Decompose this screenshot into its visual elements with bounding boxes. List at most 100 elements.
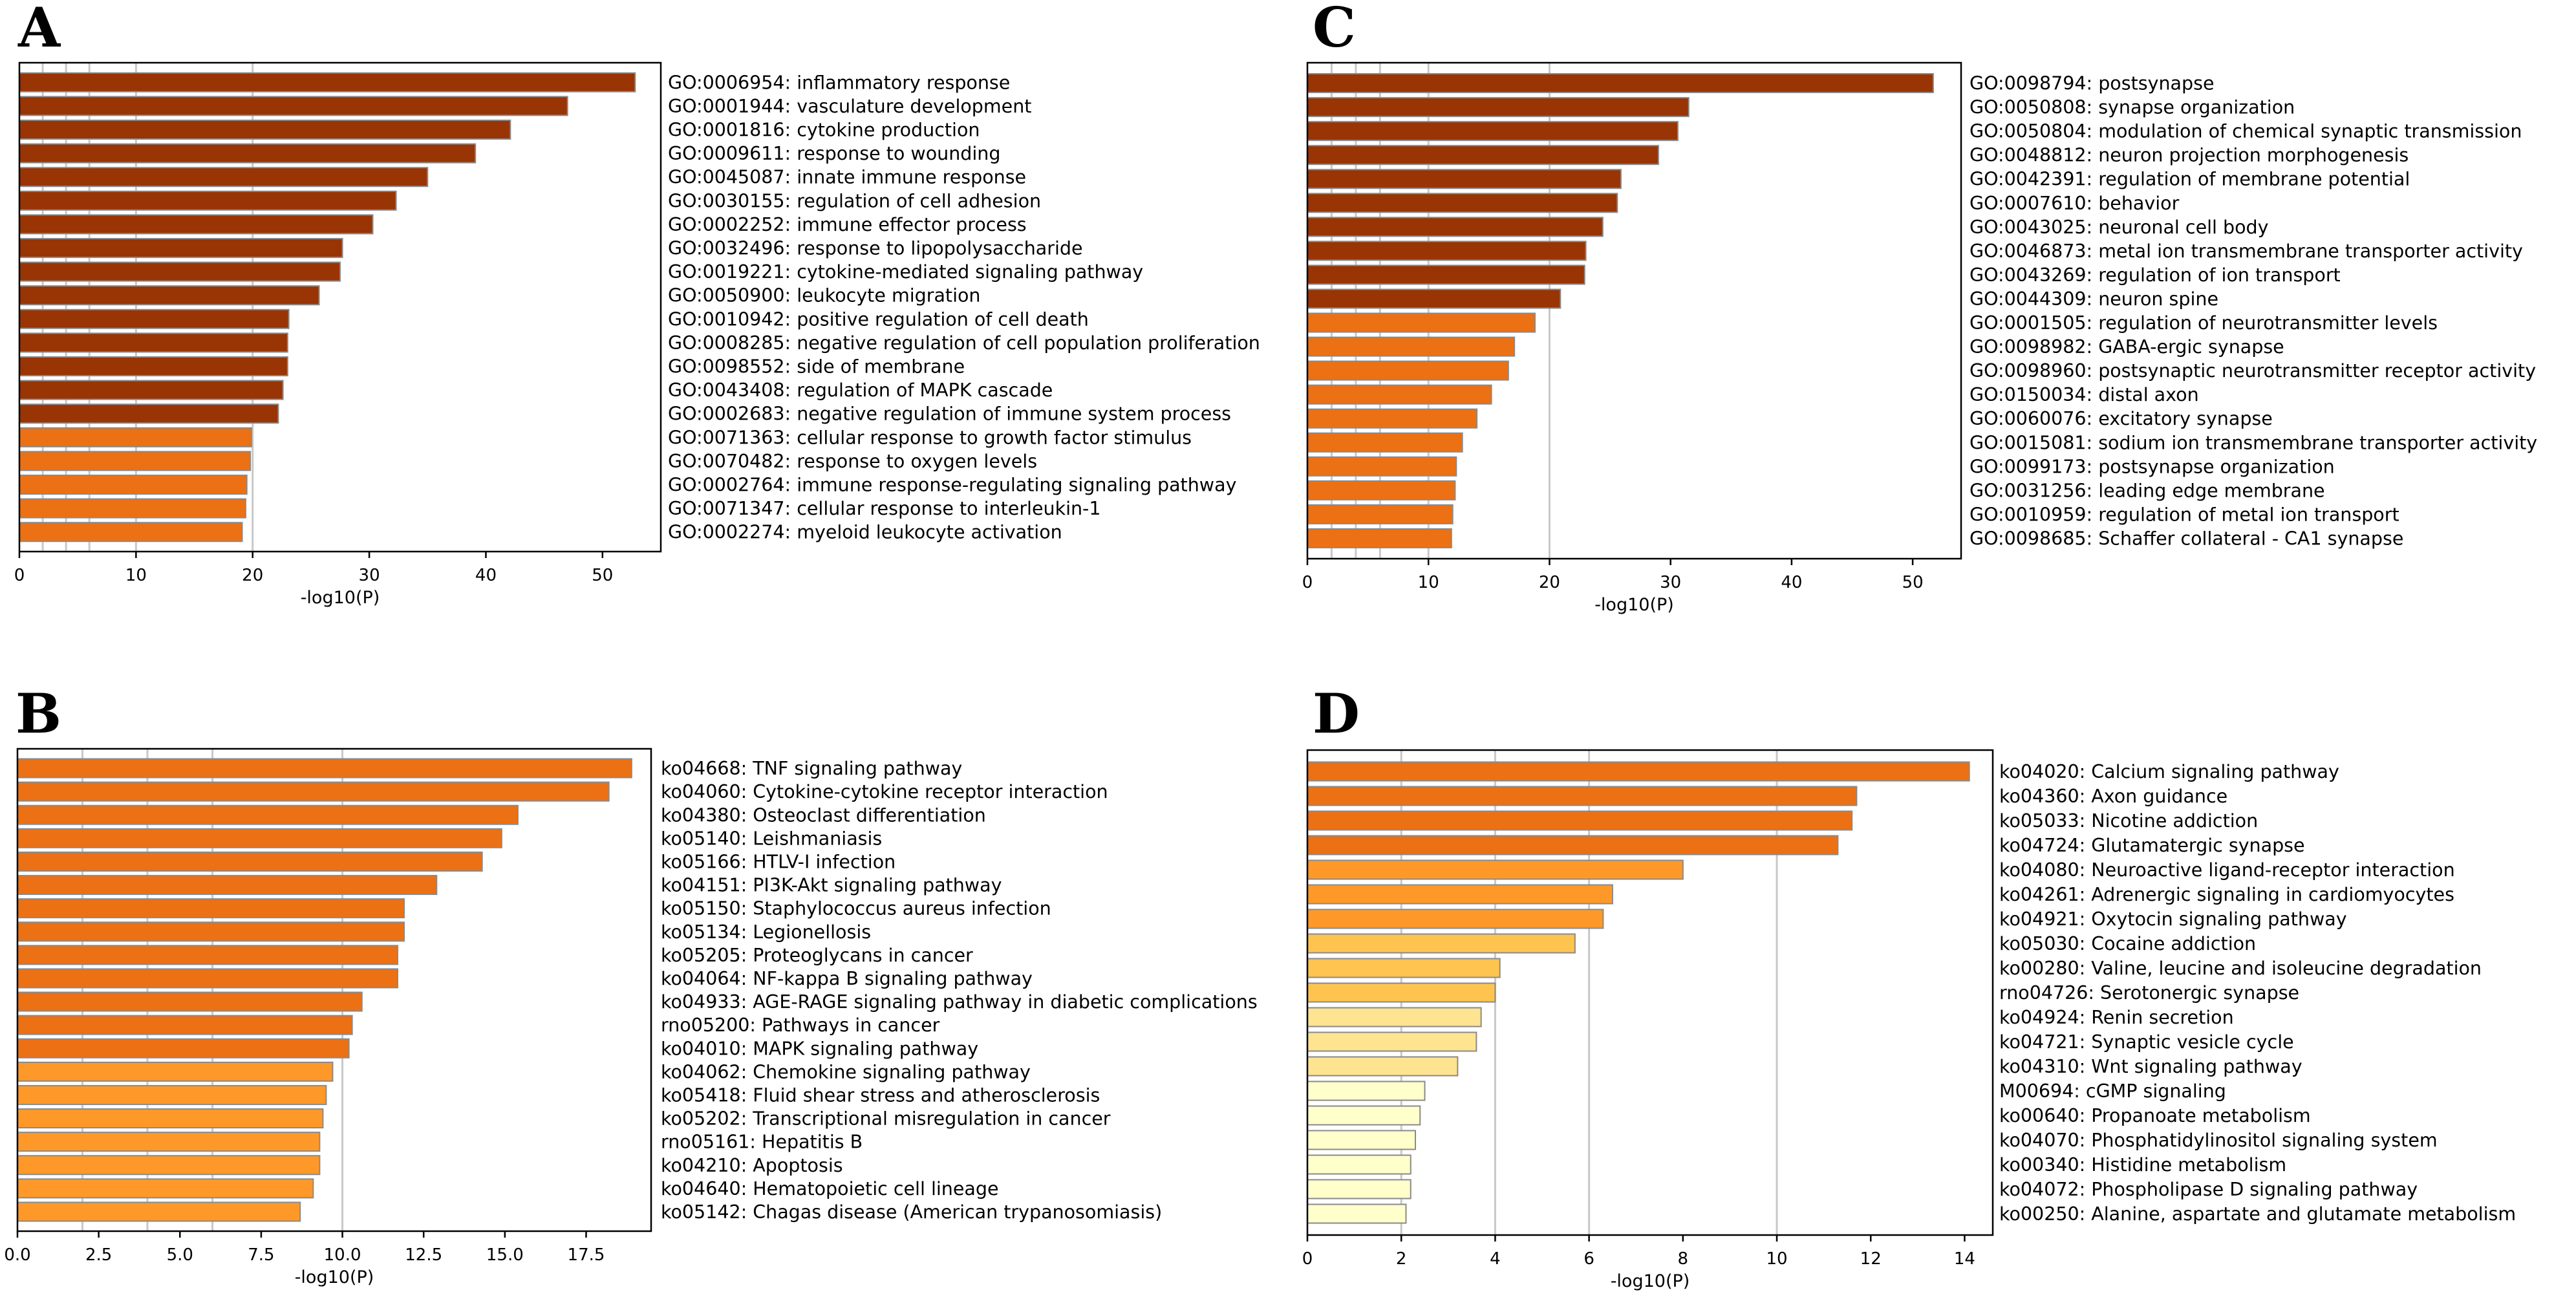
term-label: GO:0001944: vasculature development	[668, 96, 1031, 117]
x-tick-label: 50	[592, 566, 613, 585]
bar	[1307, 288, 1562, 309]
bar	[1307, 1081, 1426, 1101]
bar	[1307, 408, 1478, 429]
term-label: ko00640: Propanoate metabolism	[1999, 1105, 2311, 1126]
bar	[17, 968, 398, 989]
term-label: GO:0002683: negative regulation of immun…	[668, 403, 1231, 425]
x-tick-label: 40	[1781, 573, 1802, 592]
bar	[17, 1155, 321, 1176]
term-label: ko04064: NF-kappa B signaling pathway	[661, 968, 1033, 989]
x-tick-label: 0	[1302, 1249, 1313, 1269]
x-axis-title: -log10(P)	[295, 1267, 374, 1287]
term-label: rno05161: Hepatitis B	[661, 1132, 863, 1153]
term-label: GO:0044309: neuron spine	[1970, 288, 2218, 310]
x-tick-label: 15.0	[486, 1245, 524, 1265]
bar	[1307, 1179, 1411, 1199]
bar	[1307, 193, 1618, 213]
bar	[19, 403, 279, 424]
term-label: GO:0098960: postsynaptic neurotransmitte…	[1970, 360, 2536, 382]
term-label: ko04070: Phosphatidylinositol signaling …	[1999, 1130, 2438, 1151]
chart-panel-a: A GO:0006954: inflammatory response GO:000…	[14, 0, 1260, 608]
bar	[1307, 384, 1492, 405]
term-label: ko05202: Transcriptional misregulation i…	[661, 1108, 1111, 1130]
x-axis-title: -log10(P)	[301, 588, 380, 608]
term-label: ko00250: Alanine, aspartate and glutamat…	[1999, 1203, 2516, 1225]
bar	[1307, 480, 1456, 500]
term-label: ko00340: Histidine metabolism	[1999, 1154, 2286, 1176]
bar	[19, 214, 374, 235]
term-label: ko04210: Apoptosis	[661, 1155, 843, 1176]
term-label: ko04151: PI3K-Akt signaling pathway	[661, 875, 1002, 896]
bar	[19, 451, 252, 471]
term-label: GO:0008285: negative regulation of cell …	[668, 332, 1260, 354]
bar	[1307, 835, 1839, 855]
term-label: GO:0050804: modulation of chemical synap…	[1970, 121, 2522, 142]
bar	[17, 1132, 321, 1152]
term-label: GO:0010959: regulation of metal ion tran…	[1970, 504, 2399, 525]
bar	[1307, 1031, 1477, 1052]
term-label: ko04062: Chemokine signaling pathway	[661, 1061, 1031, 1082]
term-label: GO:0098982: GABA-ergic synapse	[1970, 336, 2284, 358]
plot-frame	[18, 61, 662, 553]
term-label: GO:0070482: response to oxygen levels	[668, 451, 1037, 472]
term-label: GO:0006954: inflammatory response	[668, 72, 1010, 93]
x-tick-label: 10.0	[324, 1245, 361, 1265]
bar	[1307, 217, 1604, 237]
term-label: ko04261: Adrenergic signaling in cardiom…	[1999, 884, 2454, 905]
bar	[19, 332, 288, 353]
x-tick-label: 17.5	[568, 1245, 605, 1265]
term-label: ko04924: Renin secretion	[1999, 1007, 2234, 1028]
bar	[1307, 1130, 1416, 1150]
term-label: GO:0048812: neuron projection morphogene…	[1970, 145, 2409, 166]
bar	[17, 945, 398, 965]
term-label: ko04380: Osteoclast differentiation	[661, 804, 986, 826]
x-tick-label: 10	[1766, 1249, 1787, 1269]
x-tick-label: 0.0	[4, 1245, 30, 1265]
term-label: ko04360: Axon guidance	[1999, 786, 2227, 807]
term-label: GO:0030155: regulation of cell adhesion	[668, 190, 1041, 211]
chart-panel-c: C GO:0098794: postsynapse GO:0050808: syna…	[1302, 0, 2538, 615]
bar	[1307, 360, 1509, 381]
term-label: GO:0071347: cellular response to interle…	[668, 498, 1100, 519]
x-tick-label: 30	[1660, 573, 1681, 592]
bar	[1307, 264, 1585, 285]
bar	[17, 1201, 301, 1222]
term-label: GO:0009611: response to wounding	[668, 143, 1000, 164]
bar	[19, 475, 248, 495]
bar	[1307, 73, 1934, 94]
bar	[17, 898, 405, 919]
bar	[17, 1038, 350, 1059]
term-label: GO:0150034: distal axon	[1970, 384, 2199, 405]
term-label: GO:0010942: positive regulation of cell …	[668, 308, 1089, 330]
bar	[1307, 884, 1613, 905]
bar	[17, 1015, 353, 1035]
bar	[1307, 1007, 1482, 1027]
term-label: GO:0042391: regulation of membrane poten…	[1970, 169, 2410, 190]
x-tick-label: 4	[1490, 1249, 1501, 1269]
x-axis-title: -log10(P)	[1594, 595, 1674, 615]
x-tick-label: 7.5	[248, 1245, 274, 1265]
term-label: M00694: cGMP signaling	[1999, 1081, 2226, 1102]
bar	[1307, 859, 1684, 880]
x-tick-label: 6	[1583, 1249, 1594, 1269]
term-label: ko04640: Hematopoietic cell lineage	[661, 1178, 998, 1199]
bar	[17, 758, 632, 779]
x-tick-label: 8	[1678, 1249, 1689, 1269]
x-tick-label: 0	[14, 566, 25, 585]
bar	[19, 380, 284, 400]
bar	[17, 828, 502, 848]
x-tick-label: 40	[475, 566, 497, 585]
term-label: ko04060: Cytokine-cytokine receptor inte…	[661, 781, 1108, 802]
term-label: ko04933: AGE-RAGE signaling pathway in d…	[661, 991, 1258, 1013]
term-label: GO:0007610: behavior	[1970, 193, 2180, 214]
x-tick-label: 50	[1902, 573, 1924, 592]
x-tick-label: 30	[359, 566, 380, 585]
bar	[17, 1084, 327, 1105]
term-label: GO:0043025: neuronal cell body	[1970, 217, 2269, 238]
term-label: ko05418: Fluid shear stress and atherosc…	[661, 1084, 1100, 1106]
bar	[19, 190, 397, 211]
term-label: ko04010: MAPK signaling pathway	[661, 1038, 978, 1059]
term-label: ko04310: Wnt signaling pathway	[1999, 1056, 2302, 1077]
term-label: GO:0099173: postsynapse organization	[1970, 456, 2335, 477]
